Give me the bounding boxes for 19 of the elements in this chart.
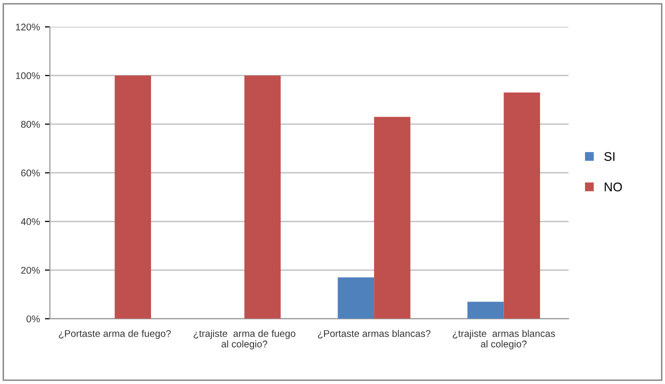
y-tick-label: 20% bbox=[21, 266, 40, 274]
x-tick-label: ¿Portaste armas blancas? bbox=[318, 330, 430, 339]
bar bbox=[114, 76, 152, 319]
y-tick-label: 80% bbox=[21, 120, 40, 128]
y-tick-label: 40% bbox=[20, 218, 40, 226]
bar bbox=[467, 302, 504, 319]
y-tick-label: 120% bbox=[16, 24, 40, 30]
legend-label: SI bbox=[604, 152, 614, 161]
bar bbox=[374, 116, 410, 319]
bar bbox=[338, 277, 374, 319]
y-tick-label: 100% bbox=[16, 72, 40, 80]
y-tick-label: 60% bbox=[21, 170, 40, 176]
bar bbox=[244, 76, 281, 319]
bar bbox=[504, 92, 540, 319]
legend-label: NO bbox=[604, 182, 622, 192]
x-tick-label: ¿trajiste armas blancas al colegio? bbox=[452, 330, 555, 350]
x-tick-label: ¿Portaste arma de fuego? bbox=[58, 330, 171, 339]
x-tick-label: ¿trajiste arma de fuego al colegio? bbox=[194, 330, 296, 350]
y-tick-label: 0% bbox=[26, 315, 40, 322]
